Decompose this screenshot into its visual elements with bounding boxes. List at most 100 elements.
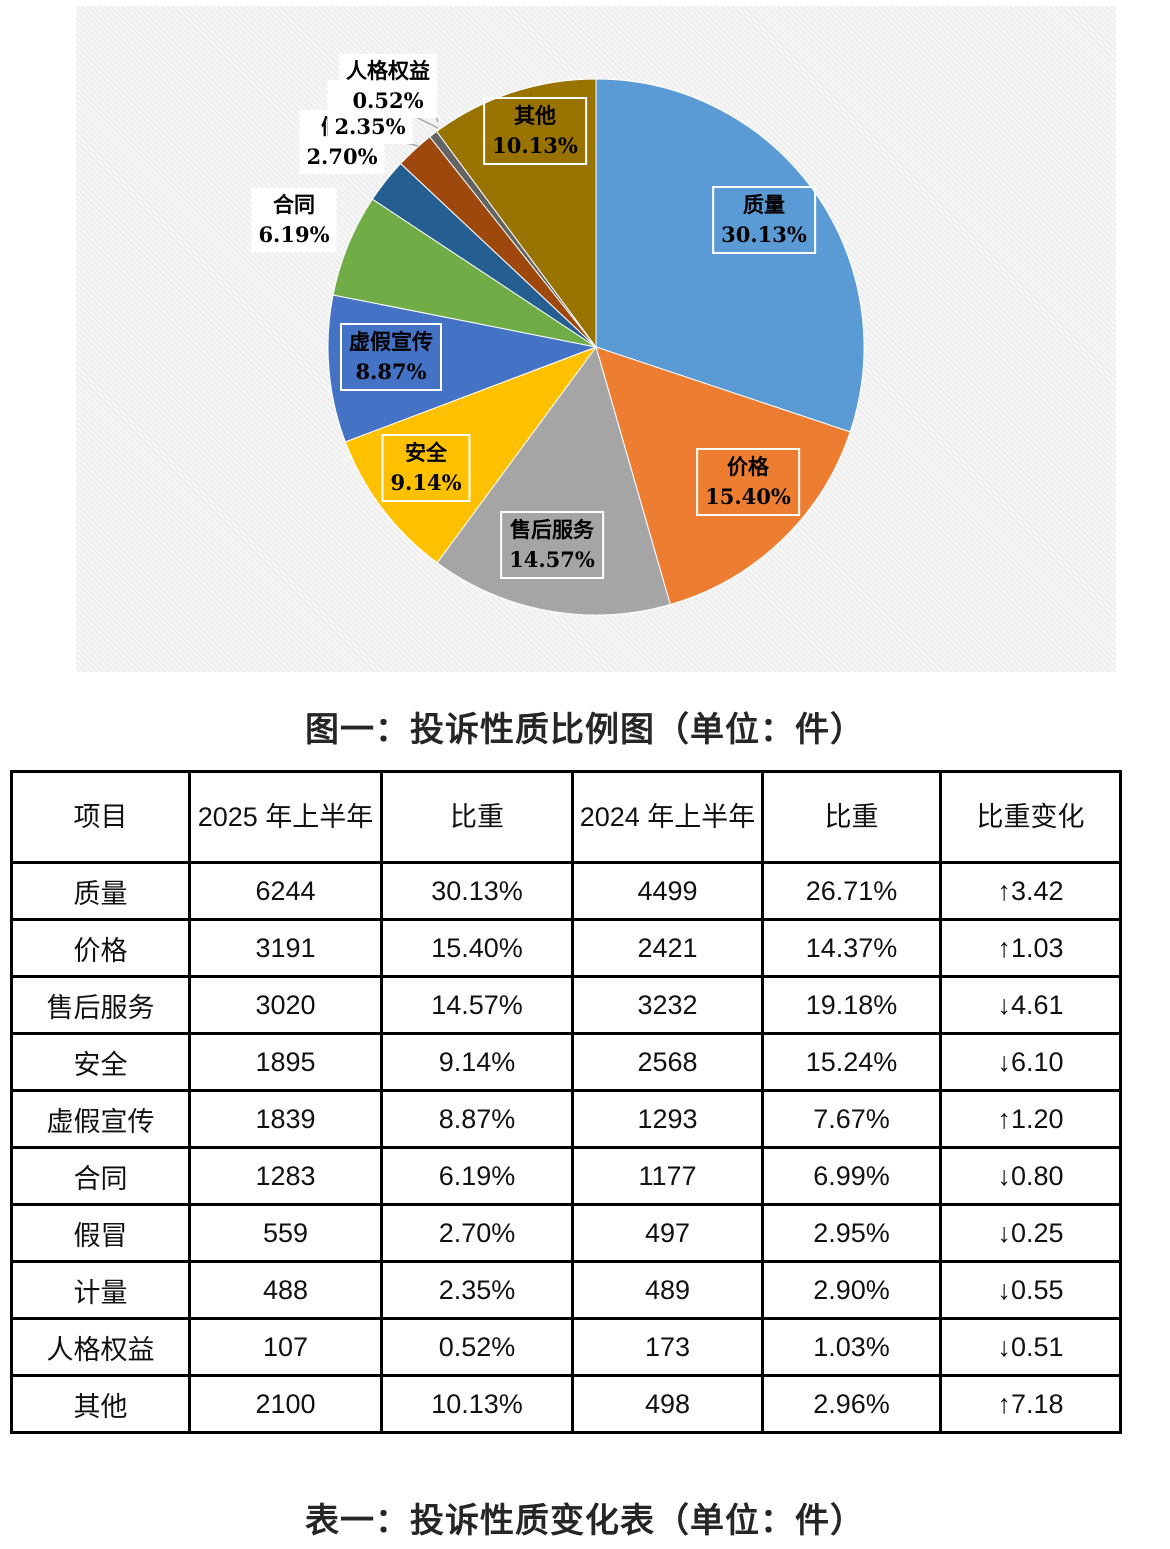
table-row: 假冒 559 2.70% 497 2.95% ↓0.25: [10, 1203, 1122, 1263]
table-row: 计量 488 2.35% 489 2.90% ↓0.55: [10, 1260, 1122, 1320]
slice-label: 人格权益 0.52%: [339, 54, 437, 118]
slice-label-name: 虚假宣传: [349, 330, 433, 354]
table-cell: 173: [571, 1317, 764, 1377]
slice-label-name: 售后服务: [510, 518, 594, 542]
table-cell: 3020: [188, 975, 383, 1035]
table-cell: 6.99%: [761, 1146, 942, 1206]
slice-label: 价格 15.40%: [696, 448, 800, 516]
table-cell: 10.13%: [380, 1374, 574, 1434]
table-cell: 安全: [10, 1032, 191, 1092]
table-cell: 虚假宣传: [10, 1089, 191, 1149]
pie-slice: [436, 78, 597, 349]
table-cell: 2.35%: [380, 1260, 574, 1320]
table-row: 价格 3191 15.40% 2421 14.37% ↑1.03: [10, 918, 1122, 978]
slice-label: 质量 30.13%: [712, 186, 816, 254]
table-cell: 488: [188, 1260, 383, 1320]
table-cell: 30.13%: [380, 861, 574, 921]
table-cell: 其他: [10, 1374, 191, 1434]
table-cell: 1177: [571, 1146, 764, 1206]
pie-slice: [436, 345, 671, 616]
table-cell: 售后服务: [10, 975, 191, 1035]
table-cell: ↓0.51: [939, 1317, 1122, 1377]
slice-label-name: 价格: [727, 455, 769, 479]
pie-slice: [327, 294, 598, 443]
table-cell: 26.71%: [761, 861, 942, 921]
table-header-cell: 比重: [380, 770, 574, 864]
figure-caption: 图一：投诉性质比例图（单位：件）: [305, 710, 865, 750]
table-cell: 4499: [571, 861, 764, 921]
table-cell: 15.40%: [380, 918, 574, 978]
slice-label: 售后服务 14.57%: [500, 511, 604, 579]
slice-label-percent: 14.57%: [509, 547, 595, 572]
table-cell: 14.37%: [761, 918, 942, 978]
pie-slice: [344, 345, 598, 564]
table-cell: ↑7.18: [939, 1374, 1122, 1434]
table-cell: 1293: [571, 1089, 764, 1149]
table-cell: 质量: [10, 861, 191, 921]
table-header-cell: 2024 年上半年: [571, 770, 764, 864]
table-header-cell: 项目: [10, 770, 191, 864]
table-cell: ↑1.03: [939, 918, 1122, 978]
table-cell: 559: [188, 1203, 383, 1263]
complaint-table: 项目 2025 年上半年 比重 2024 年上半年 比重 比重变化 质量 6244 30.13%…: [10, 770, 1122, 1434]
slice-label-percent: 6.19%: [258, 222, 330, 247]
pie-slice: [595, 78, 865, 433]
table-cell: 1283: [188, 1146, 383, 1206]
table-cell: 3232: [571, 975, 764, 1035]
table-cell: ↓0.80: [939, 1146, 1122, 1206]
table-cell: 假冒: [10, 1203, 191, 1263]
slice-label: 虚假宣传 8.87%: [340, 323, 442, 391]
slice-label: 安全 9.14%: [381, 434, 471, 502]
table-cell: ↓4.61: [939, 975, 1122, 1035]
slice-label-name: 质量: [743, 193, 785, 217]
table-row: 安全 1895 9.14% 2568 15.24% ↓6.10: [10, 1032, 1122, 1092]
table-cell: 2.95%: [761, 1203, 942, 1263]
table-header-row: 项目 2025 年上半年 比重 2024 年上半年 比重 比重变化: [10, 770, 1122, 864]
table-cell: ↓6.10: [939, 1032, 1122, 1092]
table-cell: 2.96%: [761, 1374, 942, 1434]
table-cell: 498: [571, 1374, 764, 1434]
slice-label-name: 合同: [272, 193, 315, 217]
table-cell: ↑1.20: [939, 1089, 1122, 1149]
slice-label-percent: 15.40%: [705, 484, 791, 509]
table-header-cell: 比重: [761, 770, 942, 864]
table-row: 其他 2100 10.13% 498 2.96% ↑7.18: [10, 1374, 1122, 1434]
slice-label-percent: 30.13%: [721, 222, 807, 247]
table-row: 虚假宣传 1839 8.87% 1293 7.67% ↑1.20: [10, 1089, 1122, 1149]
table-cell: 价格: [10, 918, 191, 978]
slice-label: 合同 6.19%: [251, 188, 337, 252]
slice-label-percent: 8.87%: [355, 359, 427, 384]
table-cell: 2100: [188, 1374, 383, 1434]
table-cell: 15.24%: [761, 1032, 942, 1092]
table-cell: 3191: [188, 918, 383, 978]
table-cell: 497: [571, 1203, 764, 1263]
slice-label-name: 其他: [514, 104, 556, 128]
table-cell: 计量: [10, 1260, 191, 1320]
table-row: 人格权益 107 0.52% 173 1.03% ↓0.51: [10, 1317, 1122, 1377]
table-row: 合同 1283 6.19% 1177 6.99% ↓0.80: [10, 1146, 1122, 1206]
slice-label-percent: 2.70%: [306, 144, 378, 169]
table-header-cell: 比重变化: [939, 770, 1122, 864]
slice-label: 其他 10.13%: [483, 97, 587, 165]
table-cell: 7.67%: [761, 1089, 942, 1149]
slice-label-percent: 9.14%: [390, 470, 462, 495]
table-cell: 0.52%: [380, 1317, 574, 1377]
table-cell: 489: [571, 1260, 764, 1320]
table-cell: ↓0.55: [939, 1260, 1122, 1320]
table-cell: 1839: [188, 1089, 383, 1149]
table-cell: 6.19%: [380, 1146, 574, 1206]
slice-label-percent: 10.13%: [492, 133, 578, 158]
pie-chart-area: 质量 30.13% 价格 15.40% 售后服务 14.57% 安全 9.14% 虚假宣传 8.8…: [76, 6, 1116, 672]
table-cell: 1895: [188, 1032, 383, 1092]
table-cell: 8.87%: [380, 1089, 574, 1149]
table-cell: ↑3.42: [939, 861, 1122, 921]
slice-label-name: 安全: [404, 441, 447, 465]
slice-label-percent: 2.35%: [334, 114, 406, 139]
table-cell: 2.90%: [761, 1260, 942, 1320]
table-cell: 9.14%: [380, 1032, 574, 1092]
table-cell: 合同: [10, 1146, 191, 1206]
table-cell: 2421: [571, 918, 764, 978]
pie-chart: [324, 78, 865, 616]
table-cell: 19.18%: [761, 975, 942, 1035]
table-row: 质量 6244 30.13% 4499 26.71% ↑3.42: [10, 861, 1122, 921]
